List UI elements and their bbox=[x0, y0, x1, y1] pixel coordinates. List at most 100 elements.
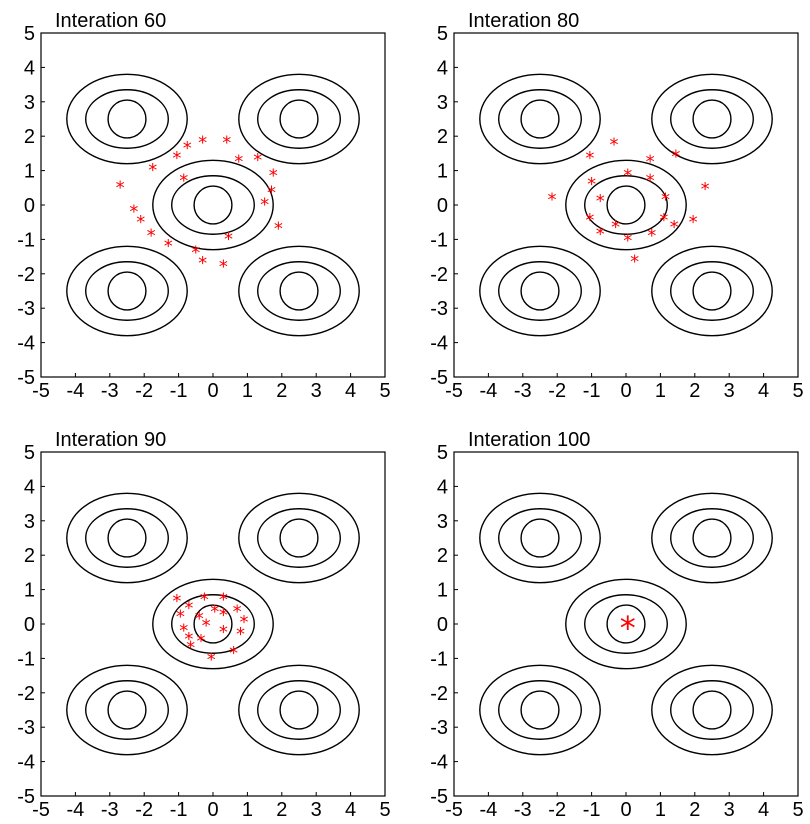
contour-ring bbox=[107, 690, 147, 730]
contour-ring bbox=[670, 261, 754, 321]
data-point: * bbox=[198, 133, 207, 154]
y-tick-label: -4 bbox=[430, 333, 448, 355]
y-tick-label: 3 bbox=[437, 92, 448, 114]
data-point: * bbox=[596, 224, 605, 245]
y-tick-label: -3 bbox=[17, 717, 35, 739]
x-tick-label: 3 bbox=[311, 799, 322, 821]
y-tick-label: 0 bbox=[24, 614, 35, 636]
data-point: * bbox=[274, 219, 283, 240]
data-point: * bbox=[267, 183, 276, 204]
x-tick-label: 4 bbox=[758, 380, 769, 402]
y-tick-label: 4 bbox=[437, 57, 448, 79]
x-tick-label: 2 bbox=[276, 380, 287, 402]
y-tick-label: 4 bbox=[437, 476, 448, 498]
data-point: * bbox=[164, 236, 173, 257]
data-point: * bbox=[184, 629, 193, 650]
data-point: * bbox=[689, 212, 698, 233]
data-point: * bbox=[609, 134, 618, 155]
chart-panel-1: Interation 60 -5 -4 -3 -2 -1 0 1 2 3 4 5 -5 -4 -3 -2 -1 0… bbox=[17, 10, 390, 402]
y-tick-label: 2 bbox=[437, 126, 448, 148]
x-tick-label: 1 bbox=[242, 799, 253, 821]
contour-ring bbox=[193, 604, 233, 644]
contour-ring bbox=[520, 99, 560, 139]
x-tick-label: -2 bbox=[548, 380, 566, 402]
y-tick-label: 5 bbox=[24, 23, 35, 45]
contour-ring bbox=[279, 690, 319, 730]
data-point: * bbox=[647, 226, 656, 247]
contour-ring bbox=[479, 73, 601, 165]
panel-title: Interation 80 bbox=[468, 10, 579, 32]
y-tick-label: 4 bbox=[24, 57, 35, 79]
contour-ring bbox=[193, 185, 233, 225]
data-point: * bbox=[659, 210, 668, 231]
contour-ring bbox=[85, 508, 169, 568]
x-tick-label: 3 bbox=[311, 380, 322, 402]
contour-ring bbox=[479, 492, 601, 584]
x-tick-label: -2 bbox=[548, 799, 566, 821]
data-point: * bbox=[701, 179, 710, 200]
plot-frame bbox=[40, 32, 386, 378]
x-tick-label: 5 bbox=[379, 380, 390, 402]
x-tick-label: -4 bbox=[480, 380, 498, 402]
data-point: * bbox=[585, 148, 594, 169]
data-point: * bbox=[196, 631, 205, 652]
chart-panel-2: Interation 80 -5 -4 -3 -2 -1 0 1 2 3 4 5 -5 -4 -3 -2 -1 0… bbox=[430, 10, 803, 402]
data-point: * bbox=[116, 177, 125, 198]
contour-ring bbox=[565, 578, 687, 670]
contour-ring bbox=[279, 271, 319, 311]
data-point: * bbox=[219, 605, 228, 626]
contour-ring bbox=[692, 690, 732, 730]
data-point: * bbox=[195, 608, 204, 629]
y-tick-label: -5 bbox=[17, 367, 35, 389]
y-tick-label: -2 bbox=[17, 683, 35, 705]
contour-ring bbox=[520, 271, 560, 311]
data-point: * bbox=[183, 138, 192, 159]
data-point: * bbox=[176, 607, 185, 628]
data-point: * bbox=[623, 231, 632, 252]
y-tick-label: 2 bbox=[24, 126, 35, 148]
data-point: * bbox=[229, 643, 238, 664]
contour-ring bbox=[66, 664, 188, 756]
x-tick-label: 4 bbox=[345, 380, 356, 402]
y-tick-label: 3 bbox=[24, 511, 35, 533]
x-tick-label: 2 bbox=[689, 380, 700, 402]
contour-ring bbox=[479, 664, 601, 756]
data-point: * bbox=[200, 589, 209, 610]
contour-ring bbox=[279, 518, 319, 558]
y-tick-label: -2 bbox=[430, 683, 448, 705]
contour-ring bbox=[498, 261, 582, 321]
contour-ring bbox=[238, 73, 360, 165]
x-tick-label: 5 bbox=[792, 380, 803, 402]
contour-ring bbox=[651, 492, 773, 584]
contour-ring bbox=[479, 245, 601, 337]
data-point: * bbox=[184, 598, 193, 619]
data-point: * bbox=[210, 602, 219, 623]
contour-ring bbox=[565, 159, 687, 251]
contour-ring bbox=[279, 99, 319, 139]
x-tick-label: 3 bbox=[724, 380, 735, 402]
x-tick-label: -4 bbox=[67, 799, 85, 821]
y-tick-label: -3 bbox=[430, 717, 448, 739]
x-tick-label: -2 bbox=[135, 799, 153, 821]
data-point: * bbox=[179, 170, 188, 191]
x-tick-label: 1 bbox=[242, 380, 253, 402]
y-tick-label: -5 bbox=[17, 786, 35, 808]
contour-ring bbox=[152, 578, 274, 670]
x-tick-label: -3 bbox=[514, 380, 532, 402]
contour-ring bbox=[692, 518, 732, 558]
data-point: * bbox=[670, 217, 679, 238]
panel-title: Interation 90 bbox=[55, 429, 166, 451]
x-tick-label: -5 bbox=[445, 380, 463, 402]
y-tick-label: 1 bbox=[437, 580, 448, 602]
contour-ring bbox=[152, 159, 274, 251]
y-tick-label: 5 bbox=[437, 442, 448, 464]
data-point: * bbox=[136, 212, 145, 233]
contour-ring bbox=[66, 73, 188, 165]
x-tick-label: -1 bbox=[170, 380, 188, 402]
x-tick-label: 1 bbox=[655, 380, 666, 402]
y-tick-label: 1 bbox=[24, 580, 35, 602]
y-tick-label: -1 bbox=[17, 648, 35, 670]
contour-ring bbox=[692, 271, 732, 311]
x-tick-label: -3 bbox=[101, 380, 119, 402]
data-point: * bbox=[587, 174, 596, 195]
